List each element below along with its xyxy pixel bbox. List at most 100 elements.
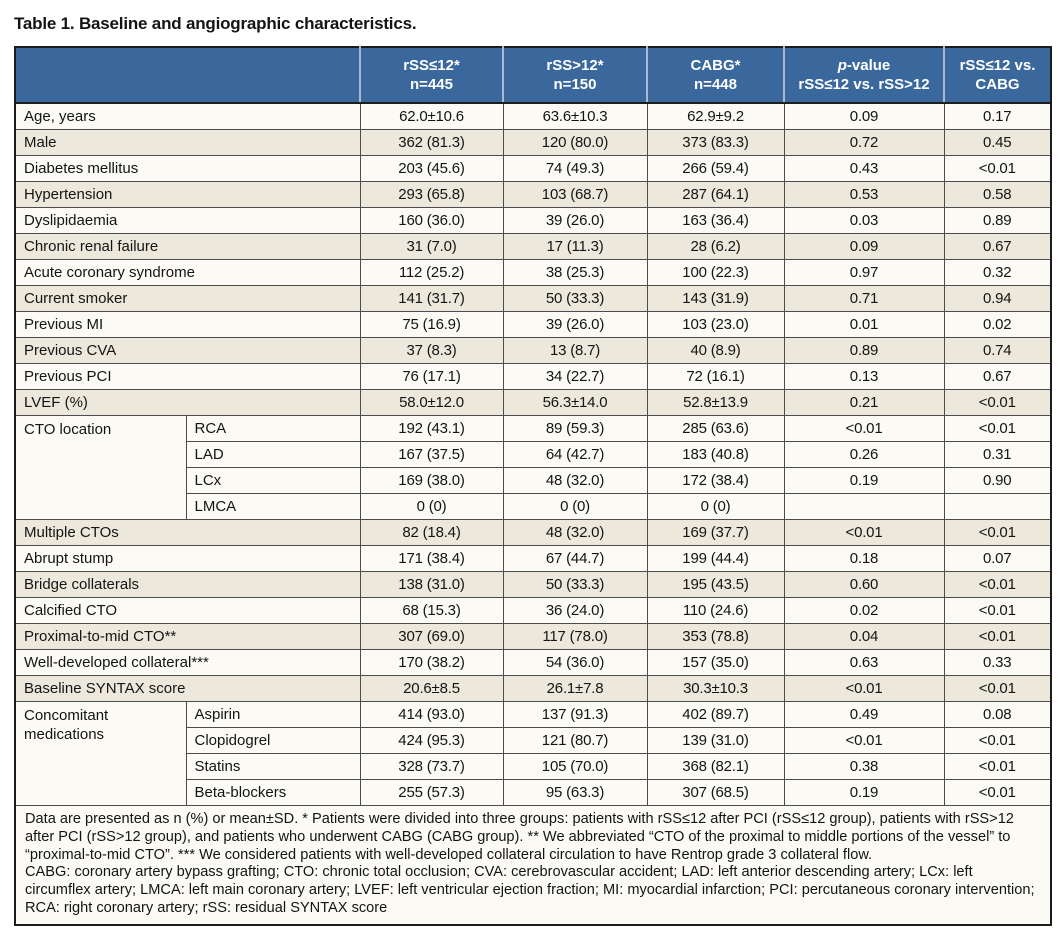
- row-label: Hypertension: [14, 181, 361, 208]
- cell: 255 (57.3): [359, 779, 504, 806]
- cell: 0.90: [943, 467, 1052, 494]
- cell: 0.49: [783, 701, 945, 728]
- table-row-cto-lad: LAD 167 (37.5) 64 (42.7) 183 (40.8) 0.26…: [15, 441, 1052, 468]
- table-row-lvef: LVEF (%) 58.0±12.0 56.3±14.0 52.8±13.9 0…: [14, 389, 1052, 416]
- table-row-previous-cva: Previous CVA 37 (8.3) 13 (8.7) 40 (8.9) …: [14, 337, 1052, 364]
- row-label: Baseline SYNTAX score: [14, 675, 361, 702]
- cell: [943, 493, 1052, 520]
- cell: 103 (23.0): [646, 311, 785, 338]
- cell: 266 (59.4): [646, 155, 785, 182]
- row-label: Bridge collaterals: [14, 571, 361, 598]
- cell: 160 (36.0): [359, 207, 504, 234]
- header-cabg: CABG* n=448: [646, 47, 784, 104]
- cell: 0.07: [943, 545, 1052, 572]
- header-line: rSS>12*: [546, 57, 604, 74]
- row-sublabel: LAD: [185, 441, 361, 468]
- row-sublabel: RCA: [185, 415, 361, 442]
- cell: 169 (37.7): [646, 519, 785, 546]
- cell: 0.18: [783, 545, 945, 572]
- cell: 95 (63.3): [502, 779, 648, 806]
- cell: 26.1±7.8: [502, 675, 648, 702]
- pvalue-rest: -value: [846, 57, 891, 74]
- cell: 368 (82.1): [646, 753, 785, 780]
- cell: 137 (91.3): [502, 701, 648, 728]
- table-row-renal-failure: Chronic renal failure 31 (7.0) 17 (11.3)…: [14, 233, 1052, 260]
- cell: 68 (15.3): [359, 597, 504, 624]
- cell: 0.53: [783, 181, 945, 208]
- cell: 54 (36.0): [502, 649, 648, 676]
- cell: 58.0±12.0: [359, 389, 504, 416]
- cell: 62.9±9.2: [646, 102, 785, 130]
- cell: 424 (95.3): [359, 727, 504, 754]
- table-row-diabetes: Diabetes mellitus 203 (45.6) 74 (49.3) 2…: [14, 155, 1052, 182]
- cell: 0.67: [943, 363, 1052, 390]
- cell: 402 (89.7): [646, 701, 785, 728]
- table-row-previous-mi: Previous MI 75 (16.9) 39 (26.0) 103 (23.…: [14, 311, 1052, 338]
- cell: <0.01: [943, 623, 1052, 650]
- header-line: n=150: [553, 76, 597, 93]
- table-row-acs: Acute coronary syndrome 112 (25.2) 38 (2…: [14, 259, 1052, 286]
- cell: 0.08: [943, 701, 1052, 728]
- cell: 362 (81.3): [359, 129, 504, 156]
- row-label: Chronic renal failure: [14, 233, 361, 260]
- cell: 31 (7.0): [359, 233, 504, 260]
- cell: 48 (32.0): [502, 467, 648, 494]
- cell: 30.3±10.3: [646, 675, 785, 702]
- cell: 307 (69.0): [359, 623, 504, 650]
- row-label: Previous CVA: [14, 337, 361, 364]
- cell: 0.45: [943, 129, 1052, 156]
- header-line: CABG: [975, 76, 1020, 93]
- row-sublabel: Beta-blockers: [185, 779, 361, 806]
- footnote-presentation: Data are presented as n (%) or mean±SD. …: [25, 811, 1014, 863]
- cell: 0.26: [783, 441, 945, 468]
- table-header: rSS≤12* n=445 rSS>12* n=150 CABG* n=448 …: [15, 47, 1051, 104]
- header-line: p-value: [789, 56, 939, 75]
- cell: 0.97: [783, 259, 945, 286]
- group-label-cto-location: CTO location: [14, 415, 187, 520]
- cell: 328 (73.7): [359, 753, 504, 780]
- cell: 40 (8.9): [646, 337, 785, 364]
- table-row-smoker: Current smoker 141 (31.7) 50 (33.3) 143 …: [14, 285, 1052, 312]
- cell: <0.01: [943, 779, 1052, 806]
- cell: 89 (59.3): [502, 415, 648, 442]
- cell: 203 (45.6): [359, 155, 504, 182]
- cell: 192 (43.1): [359, 415, 504, 442]
- header-line: n=448: [694, 76, 737, 93]
- cell: <0.01: [783, 415, 945, 442]
- header-line: n=445: [410, 76, 453, 93]
- cell: 307 (68.5): [646, 779, 785, 806]
- cell: 105 (70.0): [502, 753, 648, 780]
- cell: 50 (33.3): [502, 285, 648, 312]
- cell: <0.01: [943, 753, 1052, 780]
- cell: <0.01: [943, 597, 1052, 624]
- table-row-calcified-cto: Calcified CTO 68 (15.3) 36 (24.0) 110 (2…: [14, 597, 1052, 624]
- row-label: Previous PCI: [14, 363, 361, 390]
- table-row-proximal-to-mid-cto: Proximal-to-mid CTO** 307 (69.0) 117 (78…: [14, 623, 1052, 650]
- row-label: Abrupt stump: [14, 545, 361, 572]
- row-label: Current smoker: [14, 285, 361, 312]
- table-row-med-clopidogrel: Clopidogrel 424 (95.3) 121 (80.7) 139 (3…: [15, 727, 1052, 754]
- cell: 62.0±10.6: [359, 102, 504, 130]
- cell: 0.94: [943, 285, 1052, 312]
- header-row: rSS≤12* n=445 rSS>12* n=150 CABG* n=448 …: [15, 47, 1051, 104]
- cell: 0.21: [783, 389, 945, 416]
- footnote-row: Data are presented as n (%) or mean±SD. …: [14, 804, 1052, 926]
- table-row-abrupt-stump: Abrupt stump 171 (38.4) 67 (44.7) 199 (4…: [14, 545, 1052, 572]
- cell: 103 (68.7): [502, 181, 648, 208]
- header-line: rSS≤12*: [403, 57, 460, 74]
- cell: 195 (43.5): [646, 571, 785, 598]
- cell: 117 (78.0): [502, 623, 648, 650]
- cell: 38 (25.3): [502, 259, 648, 286]
- table-row-med-aspirin: Concomitant medications Aspirin 414 (93.…: [14, 701, 1052, 806]
- cell: 67 (44.7): [502, 545, 648, 572]
- cell: 373 (83.3): [646, 129, 785, 156]
- cell: 0.38: [783, 753, 945, 780]
- cell: 170 (38.2): [359, 649, 504, 676]
- cell: 138 (31.0): [359, 571, 504, 598]
- cell: 0.67: [943, 233, 1052, 260]
- cell: 0.63: [783, 649, 945, 676]
- cell: 167 (37.5): [359, 441, 504, 468]
- cell: 121 (80.7): [502, 727, 648, 754]
- row-label: Male: [14, 129, 361, 156]
- table-row-dyslipidaemia: Dyslipidaemia 160 (36.0) 39 (26.0) 163 (…: [14, 207, 1052, 234]
